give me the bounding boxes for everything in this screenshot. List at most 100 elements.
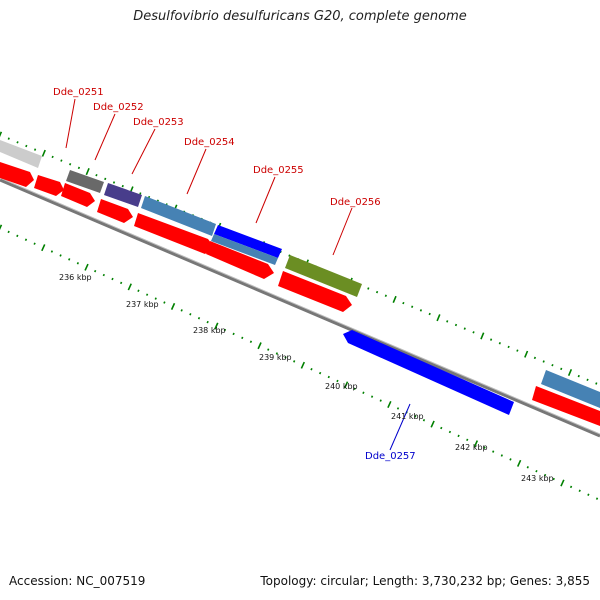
gc-skew-dot xyxy=(33,148,37,151)
backbone-line xyxy=(0,178,600,438)
gc-skew-dot xyxy=(396,407,400,410)
gc-skew-dot xyxy=(379,399,382,402)
gc-skew-dot xyxy=(492,450,495,453)
gc-skew-dot xyxy=(516,349,519,352)
gc-skew-dot xyxy=(111,277,114,281)
scale-tick-label: 237 kbp xyxy=(126,300,159,309)
gc-skew-dot xyxy=(16,234,19,238)
gc-skew-dot xyxy=(41,149,46,157)
gc-skew-dot xyxy=(446,320,449,323)
gc-skew-dot xyxy=(119,281,123,285)
gc-skew-dot xyxy=(318,371,322,375)
gc-skew-dot xyxy=(457,434,460,438)
gc-skew-dot xyxy=(419,309,423,312)
gene-dde-0254[interactable] xyxy=(214,225,282,258)
topology-info: Topology: circular; Length: 3,730,232 bp… xyxy=(260,574,590,588)
gc-skew-dot xyxy=(500,454,503,457)
gc-skew-dot xyxy=(214,322,219,330)
gc-skew-dot xyxy=(95,173,98,177)
gc-skew-dot xyxy=(257,342,262,350)
gc-skew-dot xyxy=(232,332,235,336)
gc-skew-dot xyxy=(375,290,379,294)
cds-arrow-0251 xyxy=(97,199,133,223)
gc-skew-dot xyxy=(414,415,417,418)
gc-skew-dot xyxy=(284,356,287,359)
leader-dde-0253 xyxy=(131,128,156,175)
gc-skew-dot xyxy=(25,144,28,148)
gc-skew-dot xyxy=(84,263,89,271)
gc-skew-dot xyxy=(94,269,97,273)
backbone-highlight xyxy=(0,177,600,435)
gene-dde-0251[interactable] xyxy=(66,170,104,193)
gene-dde-0252[interactable] xyxy=(104,183,142,207)
gc-skew-dot xyxy=(473,440,479,448)
scale-tick-label: 238 kbp xyxy=(193,326,226,335)
gc-skew-dot xyxy=(370,395,374,398)
label-dde-0251: Dde_0251 xyxy=(53,87,104,98)
gc-skew-dot xyxy=(542,360,545,363)
gc-skew-dot xyxy=(69,163,72,166)
label-dde-0253: Dde_0253 xyxy=(133,117,184,128)
gc-skew-dot xyxy=(533,356,537,360)
gc-skew-dot xyxy=(7,137,10,140)
gc-skew-dot xyxy=(472,331,475,334)
gc-skew-dot xyxy=(387,400,392,409)
gc-skew-dot xyxy=(430,420,435,428)
gc-skew-dot xyxy=(483,446,486,449)
gc-skew-dot xyxy=(241,336,244,340)
gc-skew-dot xyxy=(288,254,291,257)
cds-arrow-left-2 xyxy=(34,175,64,196)
gc-skew-dot xyxy=(428,312,431,316)
gc-skew-inner-track xyxy=(0,224,599,500)
gc-skew-dot xyxy=(137,289,140,293)
gc-skew-dot xyxy=(535,469,538,473)
gc-skew-dot xyxy=(466,438,469,442)
gc-skew-dot xyxy=(498,342,501,345)
leader-dde-0256 xyxy=(332,207,353,256)
gene-dde-0257[interactable] xyxy=(343,330,514,415)
gc-skew-dot xyxy=(587,493,590,496)
gc-skew-dot xyxy=(275,352,279,355)
gc-skew-dot xyxy=(551,363,554,367)
gc-skew-dot xyxy=(154,297,157,300)
scale-tick-label: 241 kbp xyxy=(391,412,424,421)
gc-skew-dot xyxy=(267,348,270,351)
scale-tick-label: 236 kbp xyxy=(59,273,92,282)
gene-dde-0256[interactable] xyxy=(285,255,362,297)
label-dde-0256: Dde_0256 xyxy=(330,197,381,208)
gc-skew-dot xyxy=(68,258,71,261)
gc-skew-dot xyxy=(411,305,414,308)
gc-skew-dot xyxy=(560,367,563,371)
label-dde-0257: Dde_0257 xyxy=(365,451,416,462)
leader-dde-0251 xyxy=(65,98,76,149)
accession-label: Accession: NC_007519 xyxy=(9,574,146,588)
gc-skew-dot xyxy=(139,192,142,195)
gc-skew-dot xyxy=(24,238,28,242)
gc-skew-dot xyxy=(121,184,124,188)
gc-skew-dot xyxy=(85,168,90,176)
gc-skew-dot xyxy=(33,242,36,245)
gc-skew-dot xyxy=(197,316,201,320)
cds-arrow-0255 xyxy=(206,241,274,279)
gc-skew-dot xyxy=(189,313,192,316)
gene-dde-0255[interactable] xyxy=(211,234,278,265)
gc-skew-dot xyxy=(59,254,62,257)
gc-skew-dot xyxy=(76,262,80,265)
gc-skew-dot xyxy=(206,320,209,324)
leader-dde-0255 xyxy=(255,176,276,224)
feature-right-steelblue xyxy=(541,370,600,408)
gc-skew-dot xyxy=(300,361,306,369)
gc-skew-dot xyxy=(454,323,458,327)
gc-skew-dot xyxy=(440,426,443,430)
gc-skew-dot xyxy=(145,293,149,296)
label-dde-0255: Dde_0255 xyxy=(253,165,304,176)
gc-skew-dot xyxy=(552,477,555,481)
gc-skew-dot xyxy=(249,340,253,343)
gc-skew-dot xyxy=(595,382,598,385)
gc-skew-dot xyxy=(567,368,573,377)
leader-dde-0254 xyxy=(186,148,207,195)
gc-skew-dot xyxy=(516,459,522,467)
cds-arrow-left-1 xyxy=(0,162,34,187)
gene-dde-0253[interactable] xyxy=(141,196,216,236)
